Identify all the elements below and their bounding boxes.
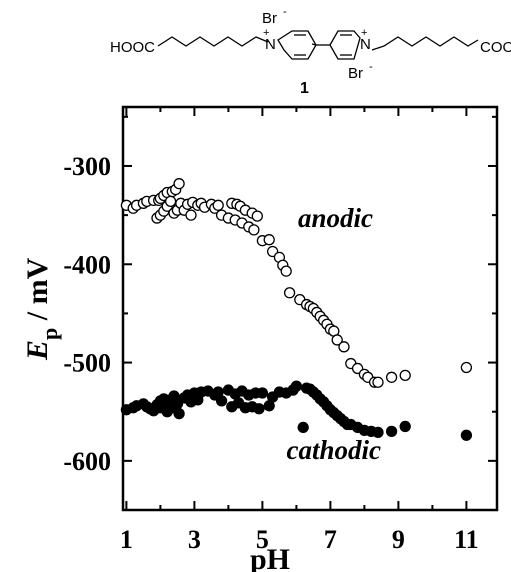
anodic-point xyxy=(212,199,224,211)
anodic-point xyxy=(283,287,296,299)
anodic-point xyxy=(248,224,260,236)
x-tick-label: 11 xyxy=(454,525,479,554)
cathodic-point xyxy=(399,420,411,433)
cathodic-point xyxy=(290,380,303,392)
axis-ticks xyxy=(123,107,497,511)
anodic-point xyxy=(385,371,398,383)
counterion-top-label: Br xyxy=(262,10,277,27)
nitrogen-right-label: N xyxy=(360,36,371,53)
y-axis-label: Ep / mV xyxy=(21,257,62,361)
anodic-point xyxy=(331,334,343,346)
anodic-point xyxy=(338,341,350,353)
series-cathodic xyxy=(120,380,473,441)
charge-left-label: + xyxy=(263,27,269,39)
series-annotations: anodic cathodic xyxy=(287,203,382,465)
x-axis-label: pH xyxy=(250,543,290,572)
y-tick-label: -300 xyxy=(63,152,111,181)
charge-right-label: + xyxy=(361,27,367,39)
anodic-point xyxy=(399,369,411,381)
anodic-point xyxy=(460,361,473,374)
cathodic-point xyxy=(297,421,309,434)
pyridinium-ring-right xyxy=(329,30,361,60)
x-tick-label: 3 xyxy=(188,525,201,554)
y-axis-label-symbol: E xyxy=(21,340,54,361)
nitrogen-left-label: N xyxy=(265,36,276,53)
left-alkyl-chain xyxy=(157,36,269,47)
anodic-label: anodic xyxy=(298,203,373,233)
y-axis-label-subscript: p xyxy=(37,328,62,340)
anion-charge-bottom-label: - xyxy=(369,61,373,73)
counterion-bottom-label: Br xyxy=(348,65,363,82)
x-tick-label: 1 xyxy=(120,525,133,554)
anodic-point xyxy=(280,265,292,277)
anodic-point xyxy=(263,234,275,246)
cathodic-point xyxy=(173,408,185,420)
cathodic-point xyxy=(460,429,473,441)
cooh-group-label: COOH xyxy=(480,39,511,56)
cathodic-point xyxy=(256,387,269,399)
y-tick-label: -500 xyxy=(63,349,111,378)
x-tick-label: 7 xyxy=(324,525,337,554)
cathodic-point xyxy=(385,425,398,438)
svg-text:Ep / mV: Ep / mV xyxy=(21,257,62,361)
anodic-point xyxy=(372,376,384,388)
hooc-group-label: HOOC xyxy=(110,39,155,56)
y-tick-label: -400 xyxy=(63,250,111,279)
cathodic-point xyxy=(253,403,265,415)
cathodic-point xyxy=(215,395,228,407)
x-tick-label: 5 xyxy=(256,525,269,554)
right-alkyl-chain xyxy=(371,36,479,51)
y-axis-label-unit: / mV xyxy=(21,257,54,327)
x-tick-label: 9 xyxy=(392,525,405,554)
anodic-point xyxy=(173,178,185,190)
pyridinium-ring-left xyxy=(277,30,317,60)
plot-frame xyxy=(121,105,499,512)
compound-number: 1 xyxy=(300,80,309,97)
anion-charge-top-label: - xyxy=(283,6,287,18)
anodic-point xyxy=(251,210,263,222)
anodic-point xyxy=(164,195,177,208)
plot-area: 1 3 5 7 9 11 -600 -500 -400 -300 anodic cathodic xyxy=(63,105,499,554)
cathodic-label: cathodic xyxy=(287,435,382,465)
tick-labels: 1 3 5 7 9 11 -600 -500 -400 -300 xyxy=(63,152,478,554)
series-anodic xyxy=(120,178,473,388)
y-tick-label: -600 xyxy=(63,447,111,476)
cathodic-point xyxy=(372,426,384,438)
chemical-structure xyxy=(157,30,479,60)
anodic-point xyxy=(185,209,197,221)
